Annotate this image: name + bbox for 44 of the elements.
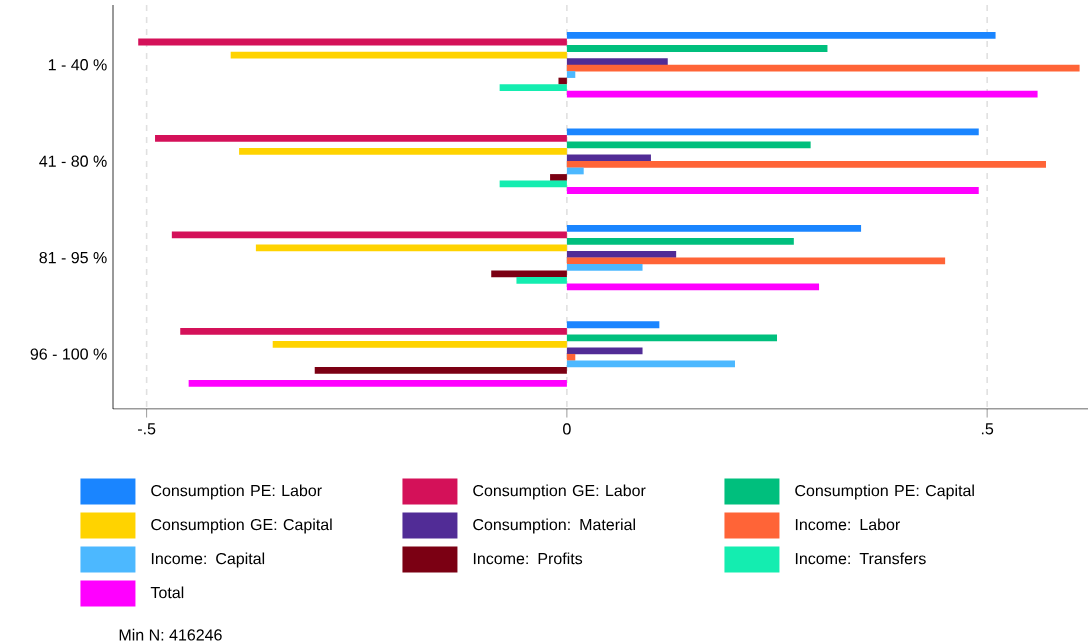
legend-label: Income: Labor: [795, 518, 900, 531]
y-tick-label: 81 - 95 %: [39, 251, 107, 264]
legend-label: Income: Profits: [473, 552, 583, 565]
legend-label: Consumption: Material: [473, 518, 635, 534]
y-tick-label: 96 - 100 %: [30, 348, 107, 360]
text: Min N: 416246: [119, 628, 222, 641]
x-tick-label: .5: [981, 423, 994, 435]
x-tick-label: 0: [563, 423, 571, 435]
bar: [566, 347, 643, 355]
bar: [180, 327, 567, 335]
bar: [566, 32, 996, 39]
bar: [566, 224, 862, 232]
bar: [566, 360, 735, 368]
bar: [566, 250, 677, 258]
bar: [566, 161, 1046, 168]
x-tick-label: -.5: [138, 423, 156, 435]
bar: [188, 379, 567, 387]
bar: [499, 84, 567, 91]
bar: [566, 71, 576, 78]
bar: [566, 45, 828, 52]
legend-label: Income: Transfers: [795, 552, 926, 565]
legend-label: Total: [150, 586, 184, 599]
bar: [239, 148, 567, 155]
bar: [255, 244, 567, 252]
bar: [566, 237, 794, 245]
legend-label: Income: Capital: [151, 552, 265, 568]
legend-label: Consumption PE: Labor: [151, 484, 322, 500]
legend-label: Consumption PE: Capital: [795, 484, 974, 500]
bar: [314, 366, 567, 374]
y-tick-label: 41 - 80 %: [39, 155, 107, 167]
bar: [155, 135, 567, 142]
bar: [272, 340, 567, 348]
bar: [566, 187, 979, 194]
y-tick-label: 1 - 40 %: [48, 59, 107, 71]
bar: [566, 334, 778, 342]
legend-label: Consumption GE: Labor: [473, 484, 646, 500]
bar: [550, 174, 567, 181]
bar: [558, 77, 567, 85]
bar: [566, 58, 668, 65]
bar: [566, 264, 643, 271]
bar: [566, 321, 660, 329]
legend-label: Consumption GE: Capital: [151, 518, 332, 534]
bar: [516, 277, 567, 284]
bar: [171, 231, 567, 239]
